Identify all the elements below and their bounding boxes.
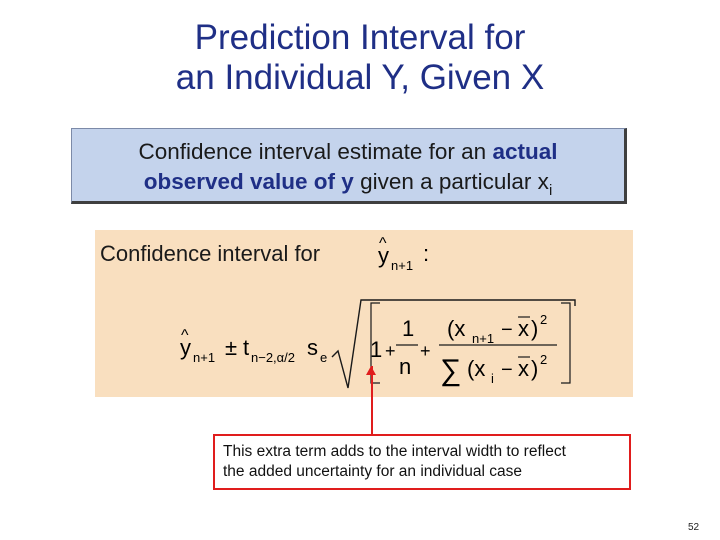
bracket-left [370,302,380,384]
t-sub: n−2,α/2 [251,350,295,365]
formula-box: Confidence interval for y ^ n+1 : y ^ n+… [95,230,633,397]
s-sub: e [320,350,327,365]
t-symbol: t [243,335,249,360]
hat-top: ^ [379,235,387,252]
num-exp: 2 [540,312,547,327]
definition-line-2: observed value of y given a particular x… [72,167,624,200]
definition-text-2: given a particular x [360,169,549,194]
one-term: 1 [370,337,382,362]
formula-colon: : [423,241,429,266]
s-symbol: s [307,335,318,360]
den-exp: 2 [540,352,547,367]
definition-text-1: Confidence interval estimate for an [138,139,487,164]
definition-line-1: Confidence interval estimate for an actu… [72,137,624,167]
sigma-symbol: ∑ [440,354,461,387]
definition-highlight-actual: actual [492,139,558,164]
radical-sign [331,299,576,389]
title-line-1: Prediction Interval for [194,18,526,57]
hat-symbol: ^ [181,327,189,344]
page-number: 52 [688,522,700,533]
num-minus: − [501,319,513,341]
title-line-2: an Individual Y, Given X [175,58,545,97]
plus-2: + [420,341,431,361]
definition-highlight-observed: observed value of y [143,169,354,194]
num-close: ) [531,316,538,341]
callout-box: This extra term adds to the interval wid… [213,434,631,490]
callout-line-2: the added uncertainty for an individual … [223,463,523,480]
definition-subscript: i [548,182,553,199]
frac-den: n [399,354,411,379]
yhat-top: y [378,243,389,268]
num-xbar: x [518,316,529,341]
num-open: (x [447,316,465,341]
plus-minus: ± [225,335,237,360]
yhat: y [180,335,191,360]
callout-line-1: This extra term adds to the interval wid… [223,443,566,460]
yhat-top-sub: n+1 [391,258,413,273]
den-close: ) [531,356,538,381]
definition-box: Confidence interval estimate for an actu… [71,128,627,204]
bracket-right [561,302,571,384]
den-xbar: x [518,356,529,381]
plus-1: + [385,341,396,361]
slide-title: Prediction Interval for an Individual Y,… [0,18,720,98]
callout-connector-line [371,366,373,436]
yhat-sub: n+1 [193,350,215,365]
den-minus: − [501,359,513,381]
formula-label: Confidence interval for [100,241,320,266]
formula-svg: Confidence interval for y ^ n+1 : y ^ n+… [100,235,576,389]
frac-num: 1 [402,316,414,341]
num-sub: n+1 [472,331,494,346]
den-open: (x [467,356,485,381]
den-sub: i [491,371,494,386]
